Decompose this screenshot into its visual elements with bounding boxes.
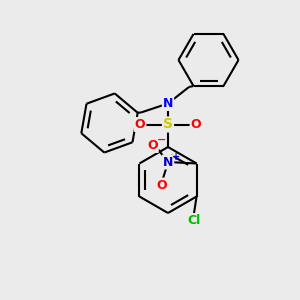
Text: O: O	[190, 118, 201, 131]
Text: N: N	[163, 97, 173, 110]
Text: −: −	[157, 134, 166, 145]
Text: Cl: Cl	[187, 214, 200, 227]
Text: O: O	[135, 118, 146, 131]
Text: N: N	[163, 155, 173, 169]
Text: +: +	[172, 152, 180, 162]
Text: S: S	[163, 118, 173, 131]
Text: O: O	[147, 139, 158, 152]
Text: O: O	[157, 178, 167, 192]
